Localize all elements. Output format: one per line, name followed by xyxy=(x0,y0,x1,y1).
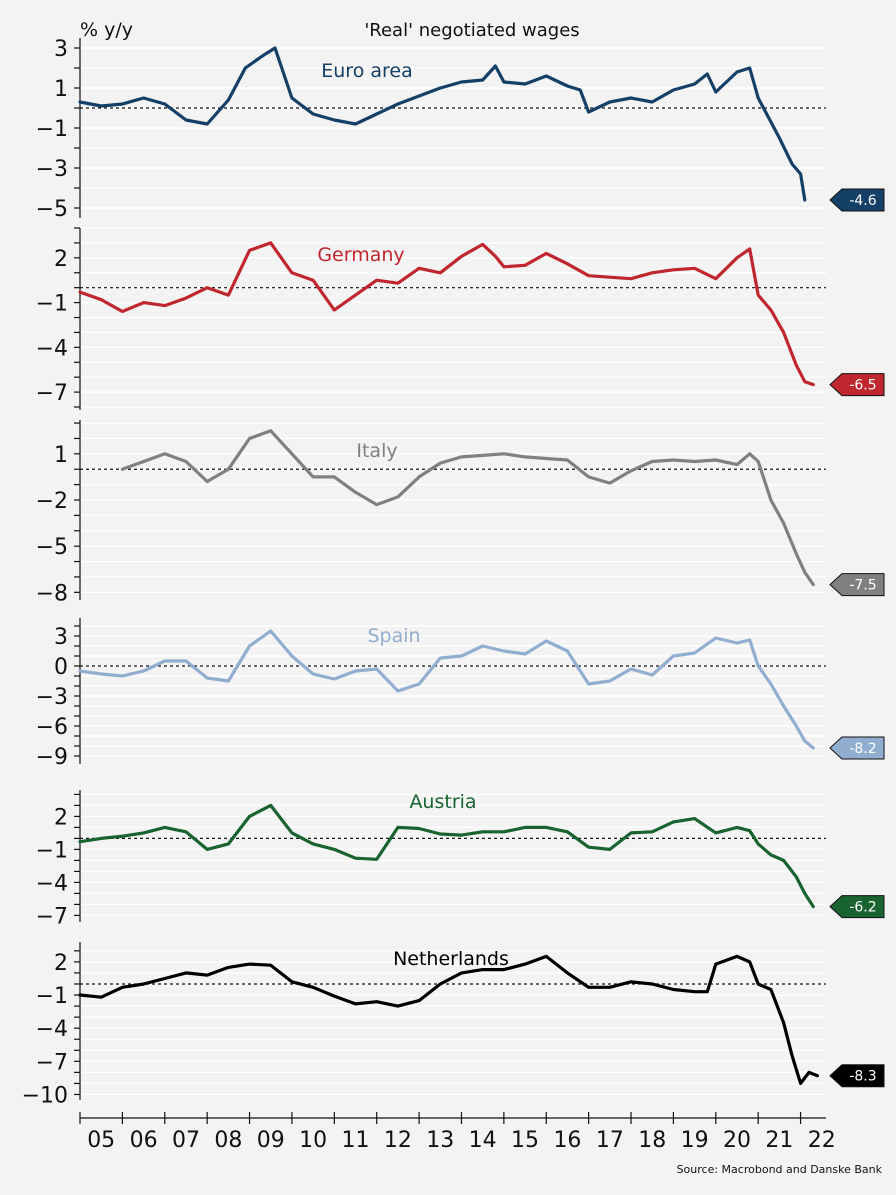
panel-1: 2 −1 −4 −7 Germany -6.5 xyxy=(36,227,885,410)
end-value-flag xyxy=(829,895,885,919)
y-tick-label: −1 xyxy=(36,984,68,1009)
x-tick-label: 05 xyxy=(87,1128,115,1153)
end-value-label: -6.2 xyxy=(849,900,876,916)
panel-title: Netherlands xyxy=(393,948,509,970)
y-tick-label: −2 xyxy=(36,489,68,514)
series-line-5 xyxy=(78,954,820,1085)
y-tick-label: 1 xyxy=(54,443,68,468)
y-tick-label: −7 xyxy=(36,381,68,406)
y-tick-label: −1 xyxy=(36,838,68,863)
panel-5: 2 −1 −4 −7 −10 Netherlands -8.3 xyxy=(22,942,885,1108)
y-tick-label: −5 xyxy=(36,535,68,560)
x-tick-label: 09 xyxy=(257,1128,285,1153)
y-axis-unit-label: % y/y xyxy=(80,19,133,41)
y-tick-label: −10 xyxy=(22,1083,68,1108)
series-line-2 xyxy=(120,429,815,587)
y-tick-label: −5 xyxy=(36,197,68,222)
y-tick-label: −4 xyxy=(36,871,68,896)
y-tick-label: 1 xyxy=(54,77,68,102)
panel-title: Euro area xyxy=(321,60,412,82)
x-tick-label: 11 xyxy=(342,1128,370,1153)
end-value-flag xyxy=(829,573,885,597)
source-note: Source: Macrobond and Danske Bank xyxy=(677,1163,883,1176)
series-line-4 xyxy=(78,803,815,909)
panels: 3 1 −1 −3 −5 Euro area -4.6 2 −1 −4 −7 Germany -6.5 1… xyxy=(22,37,885,1108)
y-tick-label: 0 xyxy=(54,655,68,680)
series-line-0 xyxy=(78,46,807,202)
end-value-label: -4.6 xyxy=(849,193,876,209)
end-value-flag xyxy=(829,373,885,397)
x-tick-label: 19 xyxy=(681,1128,709,1153)
x-axis: 05 06 07 08 09 10 11 12 13 14 15 16 17 18 19 20 21 22 xyxy=(79,1112,836,1153)
y-tick-label: −3 xyxy=(36,685,68,710)
y-tick-label: 2 xyxy=(54,951,68,976)
panel-0: 3 1 −1 −3 −5 Euro area -4.6 xyxy=(36,37,885,222)
x-tick-label: 15 xyxy=(511,1128,539,1153)
end-value-flag xyxy=(829,1064,885,1088)
figure-title: 'Real' negotiated wages xyxy=(364,20,579,41)
x-tick-label: 13 xyxy=(426,1128,454,1153)
panel-2: 1 −2 −5 −8 Italy -7.5 xyxy=(36,420,885,606)
y-tick-label: 2 xyxy=(54,247,68,272)
panel-3: 3 0 −3 −6 −9 Spain -8.2 xyxy=(36,618,885,770)
y-tick-label: −6 xyxy=(36,715,68,740)
y-tick-label: −9 xyxy=(36,745,68,770)
x-tick-label: 16 xyxy=(553,1128,581,1153)
x-tick-label: 06 xyxy=(130,1128,158,1153)
panel-title: Austria xyxy=(409,791,476,813)
x-tick-label: 07 xyxy=(172,1128,200,1153)
y-tick-label: −4 xyxy=(36,1017,68,1042)
x-tick-label: 22 xyxy=(808,1128,836,1153)
end-value-flag xyxy=(829,188,885,212)
x-tick-label: 18 xyxy=(638,1128,666,1153)
y-tick-label: 2 xyxy=(54,805,68,830)
y-tick-label: −1 xyxy=(36,117,68,142)
panel-title: Italy xyxy=(356,440,397,462)
y-tick-label: 3 xyxy=(54,37,68,62)
end-value-flag xyxy=(829,736,885,760)
end-value-label: -6.5 xyxy=(849,378,876,394)
x-tick-label: 12 xyxy=(384,1128,412,1153)
x-tick-label: 20 xyxy=(723,1128,751,1153)
end-value-label: -8.3 xyxy=(849,1069,876,1085)
y-tick-label: −1 xyxy=(36,292,68,317)
y-tick-label: 3 xyxy=(54,625,68,650)
y-tick-label: −3 xyxy=(36,157,68,182)
x-tick-label: 17 xyxy=(596,1128,624,1153)
end-value-label: -8.2 xyxy=(849,741,876,757)
y-tick-label: −4 xyxy=(36,336,68,361)
y-tick-label: −7 xyxy=(36,1050,68,1075)
x-tick-label: 10 xyxy=(299,1128,327,1153)
y-tick-label: −7 xyxy=(36,904,68,929)
y-tick-label: −8 xyxy=(36,581,68,606)
series-line-1 xyxy=(78,241,815,387)
series-line-3 xyxy=(78,629,815,750)
x-tick-label: 14 xyxy=(469,1128,497,1153)
panel-4: 2 −1 −4 −7 Austria -6.2 xyxy=(36,790,885,929)
x-tick-label: 21 xyxy=(765,1128,793,1153)
panel-title: Spain xyxy=(367,625,420,647)
x-tick-label: 08 xyxy=(214,1128,242,1153)
end-value-label: -7.5 xyxy=(849,578,876,594)
panel-title: Germany xyxy=(317,244,404,266)
